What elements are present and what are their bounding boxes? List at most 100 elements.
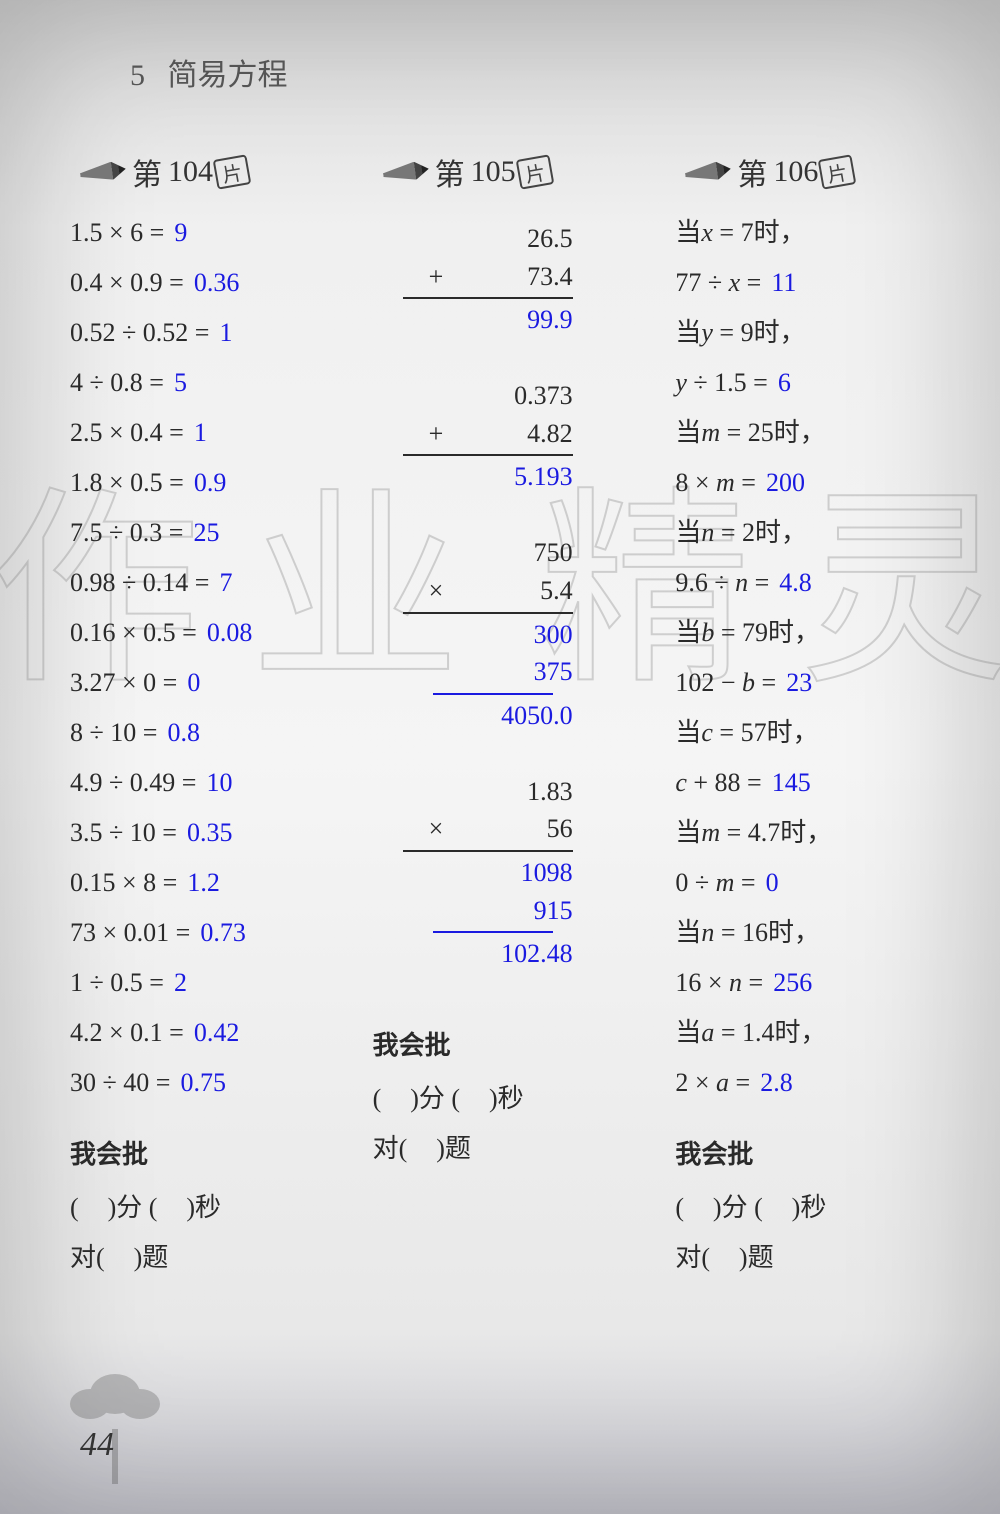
- grading-line2: 对( )题: [373, 1124, 658, 1173]
- equation-answer: 2.8: [760, 1070, 793, 1096]
- equation-row: 77 ÷ x =11: [675, 270, 960, 296]
- equation-answer: 200: [766, 470, 805, 496]
- vertical-result-line: 1098: [403, 854, 573, 892]
- equation-lhs: 1.5 × 6 =: [70, 220, 164, 246]
- equation-answer: 0.36: [194, 270, 240, 296]
- header-prefix: 第: [132, 150, 162, 194]
- equation-row: 73 × 0.01 =0.73: [70, 920, 355, 946]
- equation-lhs: 0.4 × 0.9 =: [70, 270, 184, 296]
- equation-lhs: 77 ÷ x =: [675, 270, 761, 296]
- equation-lhs: 0.16 × 0.5 =: [70, 620, 197, 646]
- equation-answer: 256: [773, 970, 812, 996]
- equation-row: 3.5 ÷ 10 =0.35: [70, 820, 355, 846]
- equation-row: 4.9 ÷ 0.49 =10: [70, 770, 355, 796]
- equation-lhs: 3.5 ÷ 10 =: [70, 820, 177, 846]
- section-header-106: 第106 片: [685, 150, 960, 194]
- equation-row: 7.5 ÷ 0.3 = 25: [70, 520, 355, 546]
- equation-lhs: 16 × n =: [675, 970, 763, 996]
- equation-row: 9.6 ÷ n =4.8: [675, 570, 960, 596]
- equations-list-106: 当x = 7时， 77 ÷ x =11 当y = 9时， y ÷ 1.5 =6 当m =…: [675, 220, 960, 1120]
- header-flag-icon: 片: [213, 154, 252, 189]
- vertical-top: 750: [403, 534, 573, 572]
- equation-answer: 25: [193, 520, 219, 546]
- equation-answer: 9: [174, 220, 187, 246]
- equation-row: 2.5 × 0.4 =1: [70, 420, 355, 446]
- equation-lhs: y ÷ 1.5 =: [675, 370, 767, 396]
- equation-lhs: 当m = 4.7时，: [675, 820, 832, 846]
- vertical-subrule: [433, 931, 553, 933]
- equation-row: 当y = 9时，: [675, 320, 960, 346]
- grading-title: 我会批: [373, 1021, 658, 1070]
- equation-lhs: 2 × a =: [675, 1070, 750, 1096]
- pencil-icon: [684, 160, 732, 184]
- equation-lhs: 9.6 ÷ n =: [675, 570, 769, 596]
- grading-line1: ( )分 ( )秒: [70, 1183, 355, 1232]
- equation-lhs: 0.52 ÷ 0.52 =: [70, 320, 209, 346]
- grading-line2: 对( )题: [675, 1233, 960, 1282]
- equation-lhs: 3.27 × 0 =: [70, 670, 177, 696]
- section-header-105: 第105 片: [383, 150, 658, 194]
- chapter-number: 5: [130, 59, 145, 92]
- vertical-top: 0.373: [403, 377, 573, 415]
- equation-row: 1.5 × 6 = 9: [70, 220, 355, 246]
- equation-row: 1 ÷ 0.5 = 2: [70, 970, 355, 996]
- equation-row: 当n = 2时，: [675, 520, 960, 546]
- equation-row: 4 ÷ 0.8 = 5: [70, 370, 355, 396]
- equation-lhs: 1 ÷ 0.5 =: [70, 970, 164, 996]
- vertical-subrule: [433, 693, 553, 695]
- vertical-result-line: 99.9: [403, 301, 573, 339]
- equation-row: 当a = 1.4时，: [675, 1020, 960, 1046]
- equation-row: 3.27 × 0 =0: [70, 670, 355, 696]
- equation-lhs: 4.2 × 0.1 =: [70, 1020, 184, 1046]
- vertical-result-line: 102.48: [403, 935, 573, 973]
- equation-lhs: 当b = 79时，: [675, 620, 820, 646]
- grading-block-104: 我会批 ( )分 ( )秒 对( )题: [70, 1130, 355, 1282]
- grading-line1: ( )分 ( )秒: [675, 1183, 960, 1232]
- vertical-second: +4.82: [403, 415, 573, 453]
- equation-lhs: 102 − b =: [675, 670, 776, 696]
- vertical-second: ×56: [403, 810, 573, 848]
- header-flag-icon: 片: [818, 154, 857, 189]
- header-flag-icon: 片: [515, 154, 554, 189]
- column-106: 第106 片 当x = 7时， 77 ÷ x =11 当y = 9时， y ÷ 1.5…: [675, 150, 960, 1282]
- equation-lhs: 4 ÷ 0.8 =: [70, 370, 164, 396]
- vertical-arithmetic: 26.5+73.499.9: [403, 220, 658, 339]
- equation-lhs: 7.5 ÷ 0.3 =: [70, 520, 183, 546]
- equation-answer: 1.2: [187, 870, 220, 896]
- page-number: 44: [80, 1426, 114, 1464]
- equation-answer: 10: [206, 770, 232, 796]
- section-header-104: 第104 片: [80, 150, 355, 194]
- header-prefix: 第: [737, 150, 767, 194]
- grading-line1: ( )分 ( )秒: [373, 1074, 658, 1123]
- equation-lhs: 当m = 25时，: [675, 420, 825, 446]
- header-prefix: 第: [435, 150, 465, 194]
- header-number: 106: [773, 155, 818, 189]
- equation-row: 0.52 ÷ 0.52 =1: [70, 320, 355, 346]
- equation-answer: 0.73: [200, 920, 246, 946]
- equation-answer: 145: [772, 770, 811, 796]
- equation-row: c + 88 =145: [675, 770, 960, 796]
- vertical-result-line: 5.193: [403, 458, 573, 496]
- vertical-arithmetic: 1.83×561098915102.48: [403, 773, 658, 973]
- equation-row: 当c = 57时，: [675, 720, 960, 746]
- equation-lhs: 当y = 9时，: [675, 320, 805, 346]
- equation-answer: 2: [174, 970, 187, 996]
- equation-row: y ÷ 1.5 =6: [675, 370, 960, 396]
- equation-row: 当m = 25时，: [675, 420, 960, 446]
- equation-row: 30 ÷ 40 =0.75: [70, 1070, 355, 1096]
- equation-row: 当x = 7时，: [675, 220, 960, 246]
- pencil-icon: [382, 160, 430, 184]
- equation-row: 16 × n = 256: [675, 970, 960, 996]
- equation-lhs: 30 ÷ 40 =: [70, 1070, 170, 1096]
- equation-row: 当n = 16时，: [675, 920, 960, 946]
- vertical-top: 26.5: [403, 220, 573, 258]
- grading-block-106: 我会批 ( )分 ( )秒 对( )题: [675, 1130, 960, 1282]
- pencil-icon: [79, 160, 127, 184]
- chapter-title: 简易方程: [168, 59, 288, 92]
- equation-answer: 5: [174, 370, 187, 396]
- equation-answer: 23: [786, 670, 812, 696]
- vertical-rule: [403, 297, 573, 299]
- equation-row: 0.4 × 0.9 = 0.36: [70, 270, 355, 296]
- equation-row: 4.2 × 0.1 =0.42: [70, 1020, 355, 1046]
- equation-lhs: 0.15 × 8 =: [70, 870, 177, 896]
